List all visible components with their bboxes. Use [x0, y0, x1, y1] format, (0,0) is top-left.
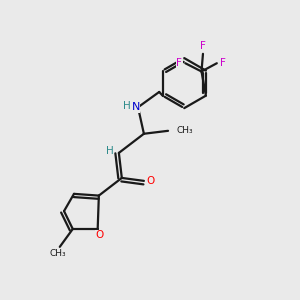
Text: H: H: [106, 146, 113, 156]
Text: N: N: [131, 102, 140, 112]
Text: F: F: [200, 41, 206, 52]
Text: O: O: [95, 230, 103, 241]
Text: F: F: [176, 58, 182, 68]
Text: O: O: [146, 176, 154, 186]
Text: CH₃: CH₃: [176, 126, 193, 135]
Text: H: H: [123, 101, 131, 111]
Text: F: F: [220, 58, 226, 68]
Text: CH₃: CH₃: [50, 249, 67, 258]
